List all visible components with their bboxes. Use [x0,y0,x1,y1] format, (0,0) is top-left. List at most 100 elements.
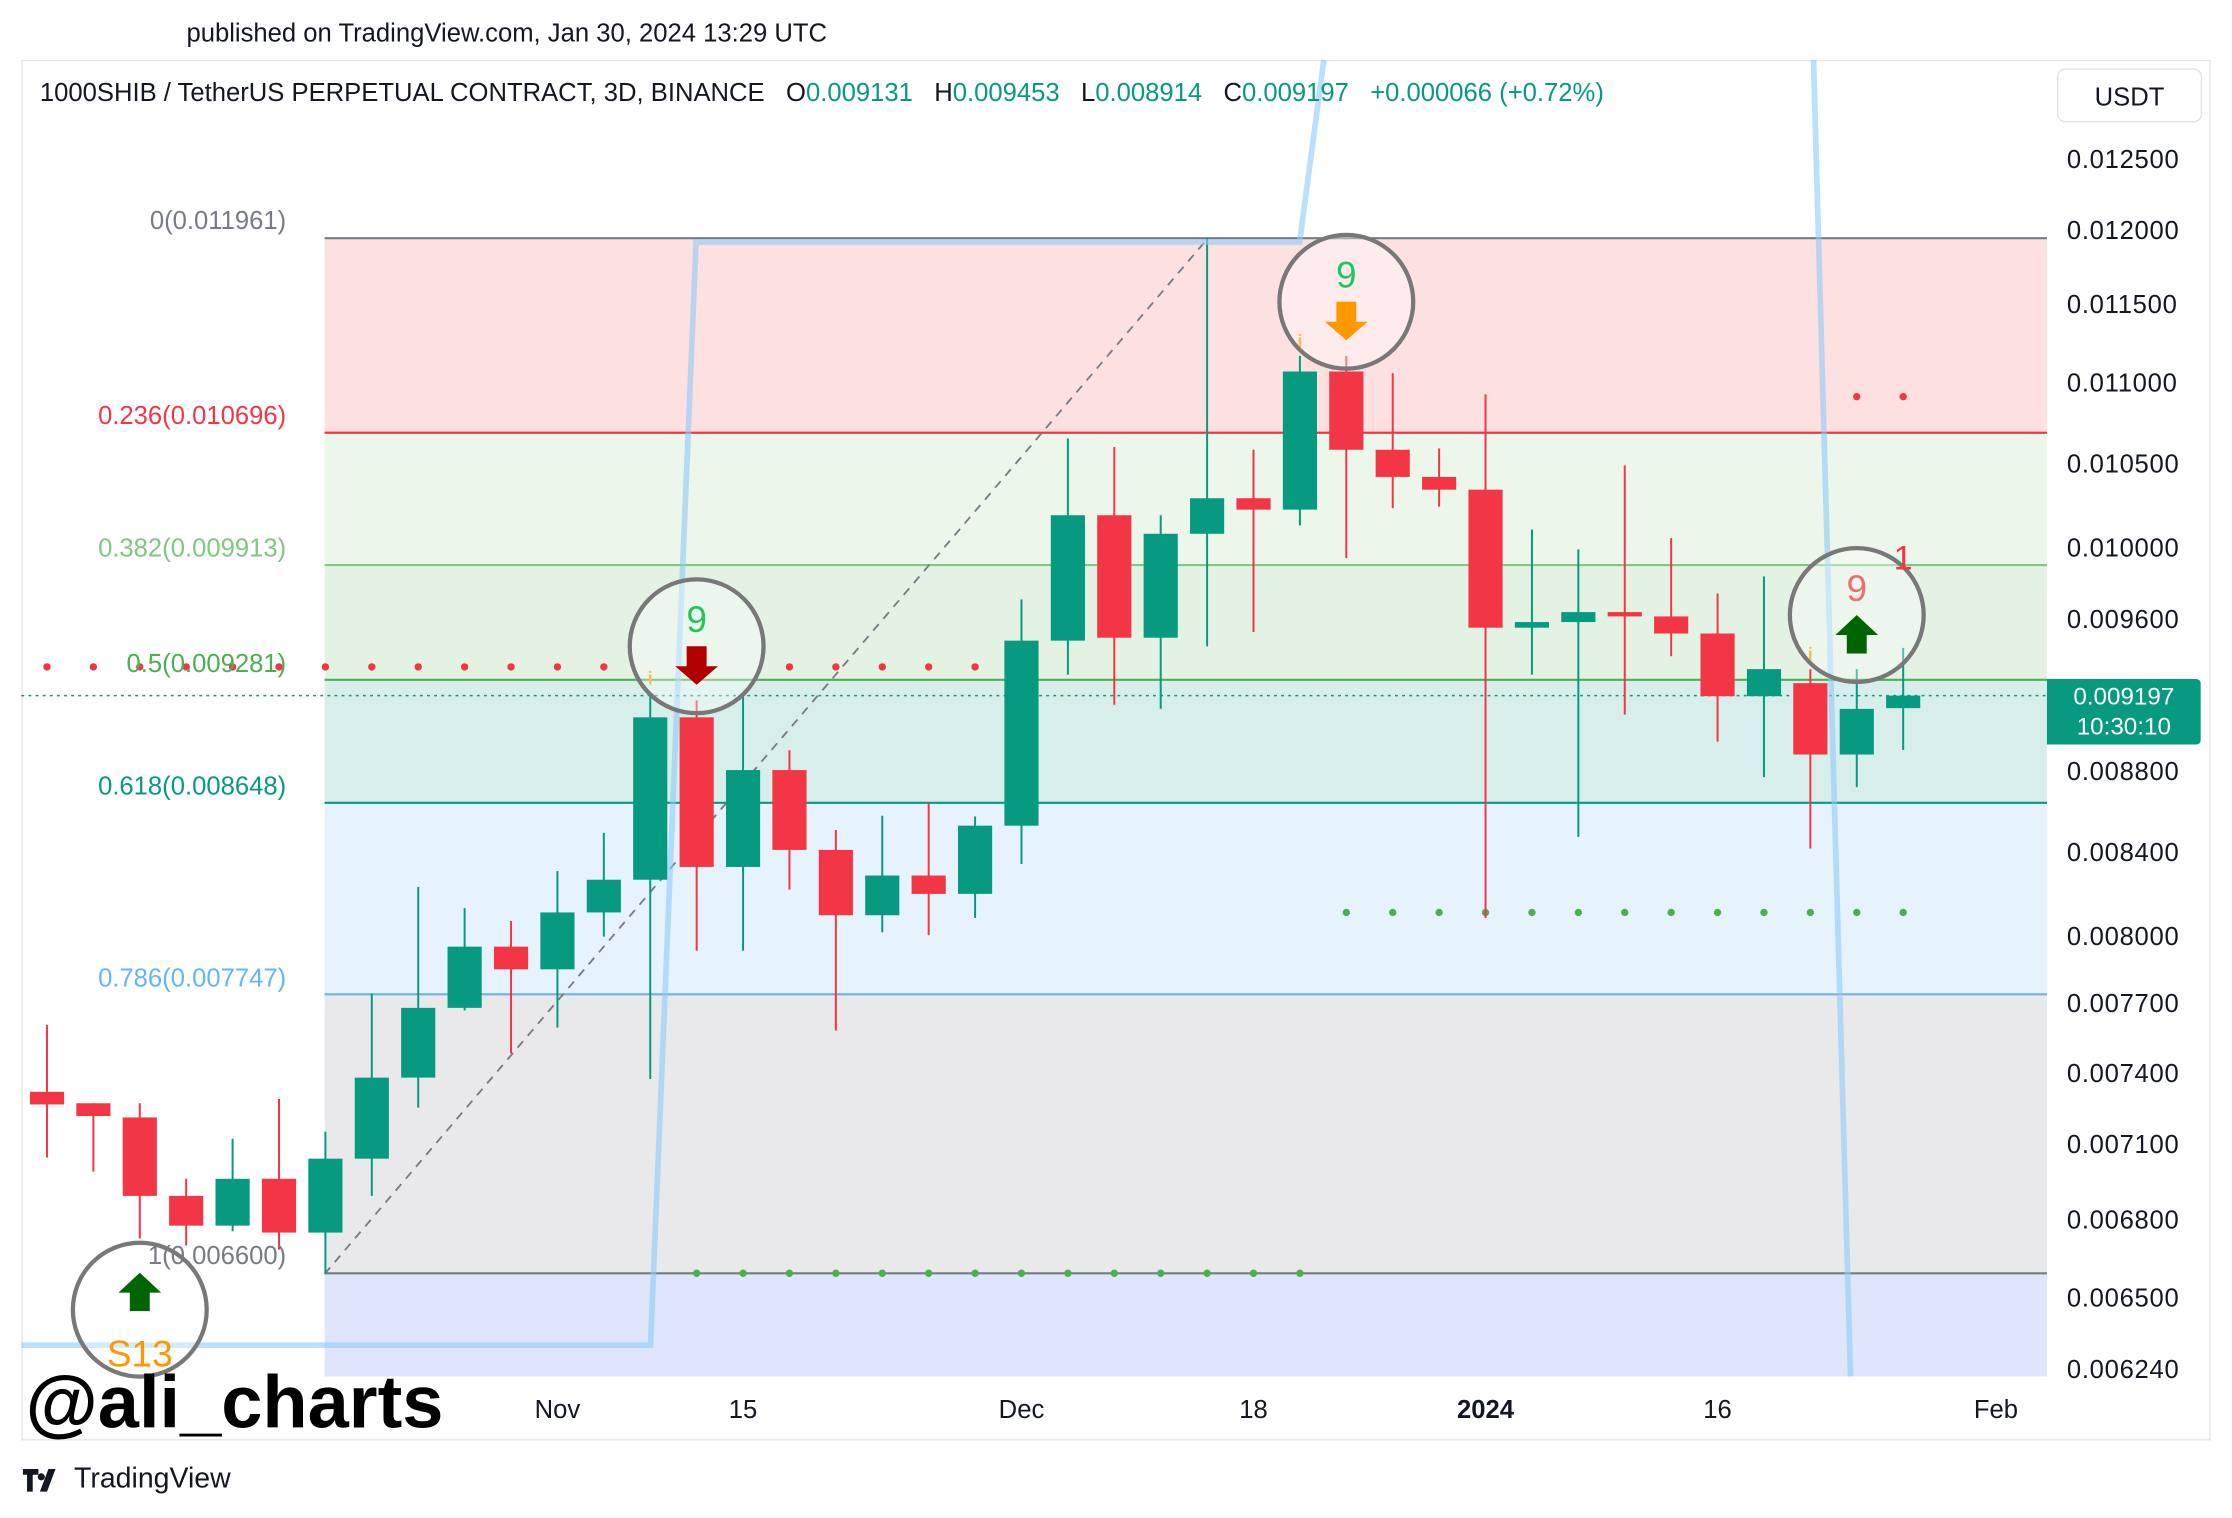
indicator-dot [785,663,794,671]
candle[interactable] [261,1098,297,1250]
candle-body [1700,633,1735,697]
candle[interactable] [772,750,807,890]
info-marker[interactable]: i [648,668,653,689]
indicator-dot [1389,908,1397,917]
candle[interactable] [1329,355,1364,559]
candle-body [215,1178,250,1226]
candle-body [633,717,668,880]
candle-body [1236,498,1271,510]
candle[interactable] [1654,538,1689,657]
fib-zone [324,802,2047,995]
price-tick: 0.006240 [2066,1355,2180,1384]
candle-body [1329,371,1364,450]
signal-marker[interactable]: 9 [1787,545,1926,685]
price-tick: 0.008000 [2066,922,2180,952]
candle[interactable] [493,921,529,1054]
candles [29,238,1921,1274]
signal-marker[interactable]: 9 [1277,232,1416,371]
candle[interactable] [1375,373,1410,509]
fib-level-label: 0.5(0.009281) [126,648,287,677]
indicator-dot [1435,908,1443,917]
candle[interactable] [1746,576,1782,778]
signal-marker[interactable]: 9 [627,577,766,716]
candle[interactable] [29,1024,65,1158]
price-tick: 0.007100 [2066,1130,2180,1159]
candle-body [1839,708,1874,755]
candle[interactable] [122,1103,157,1239]
price-tick: 0.007700 [2066,989,2180,1018]
candle[interactable] [586,832,621,937]
signals: iiiS139991 [70,232,1926,1379]
currency-button[interactable]: USDT [2056,68,2203,123]
highlight-circle [1787,545,1926,685]
candle-body [122,1117,157,1196]
sequence-count: 1 [1894,540,1913,578]
arrow-down-icon [675,646,718,685]
candle[interactable] [76,1103,111,1172]
indicator-dot [1342,908,1351,917]
candle-body [308,1158,343,1233]
candle[interactable] [1422,448,1457,507]
indicator-dot [136,663,144,671]
symbol-title[interactable]: 1000SHIB / TetherUS PERPETUAL CONTRACT, … [39,78,765,107]
candle-body [725,770,761,867]
candle[interactable] [1190,238,1225,647]
candle[interactable] [865,815,900,933]
candle[interactable] [540,871,575,1028]
candle[interactable] [1004,599,1039,865]
candle-body [586,879,621,913]
price-tick: 0.006500 [2066,1284,2180,1313]
indicator-dot [971,663,979,671]
candle-body [865,875,900,916]
indicator-dot [832,663,840,671]
info-marker[interactable]: i [1808,644,1813,665]
candle[interactable] [1468,394,1503,919]
candle[interactable] [1793,669,1828,849]
candle[interactable] [308,1131,343,1274]
indicator-dot [507,663,515,671]
candle-body [1654,616,1689,634]
candle[interactable] [1700,593,1735,742]
candle[interactable] [1561,549,1596,837]
candle[interactable] [1839,669,1874,788]
price-tick: 0.008400 [2066,837,2180,867]
candle[interactable] [633,693,668,1080]
candle[interactable] [725,693,761,951]
indicator-dot [460,663,469,671]
brand-name: TradingView [74,1463,231,1495]
candle[interactable] [447,908,482,1011]
signal-marker[interactable]: S13 [70,1240,209,1379]
candle[interactable] [1514,529,1550,675]
candle[interactable] [215,1138,250,1232]
candle-body [1607,612,1642,617]
candle[interactable] [679,700,714,951]
time-tick: Feb [1973,1395,2019,1424]
indicator-dot [1110,1269,1118,1277]
indicator-dot [1296,1269,1304,1277]
candle[interactable] [818,829,853,1031]
candle-body [818,849,853,916]
candle[interactable] [1097,446,1132,705]
candle[interactable] [169,1178,204,1246]
candle[interactable] [1282,355,1317,526]
indicator-dot [1203,1269,1211,1277]
indicator-dot [1249,1269,1258,1277]
candle[interactable] [957,816,993,919]
candle[interactable] [1143,515,1178,709]
candle[interactable] [401,886,436,1108]
candle-body [493,946,529,970]
indicator-dot [1899,908,1907,917]
candle[interactable] [354,993,389,1196]
candle[interactable] [911,802,946,936]
indicator-dot [739,1269,747,1277]
indicator-dot [1853,392,1861,401]
candle[interactable] [1607,465,1642,715]
info-marker[interactable]: i [1297,330,1302,351]
tradingview-logo[interactable]: TradingView [22,1463,231,1496]
candle[interactable] [1236,449,1271,633]
fib-level-label: 1(0.006600) [147,1241,287,1271]
candle[interactable] [1050,438,1085,675]
indicator-dot [1667,908,1675,917]
